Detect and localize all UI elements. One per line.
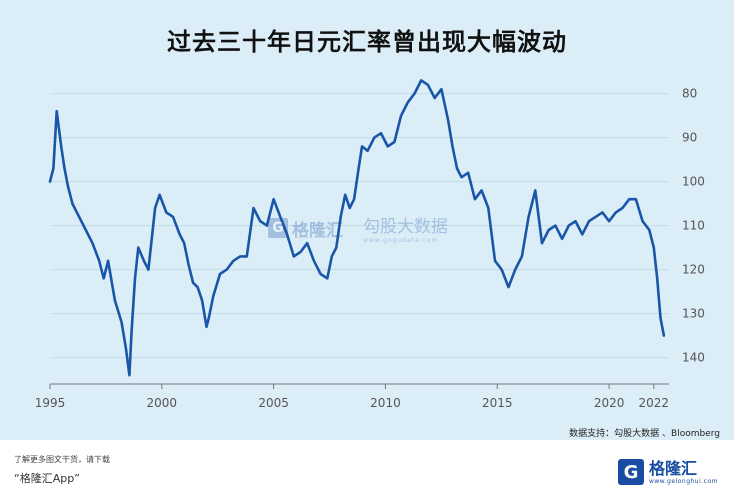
- x-tick-label-2000: 2000: [147, 396, 178, 410]
- brand-name: 格隆汇: [648, 458, 697, 478]
- x-tick-label-2005: 2005: [258, 396, 289, 410]
- footer: 了解更多图文干货，请下载 “格隆汇App” G 格隆汇 www.gelonghu…: [0, 440, 734, 501]
- y-tick-label-90: 90: [682, 131, 697, 145]
- footer-app-name: “格隆汇App”: [14, 472, 80, 485]
- brand-logo: G 格隆汇 www.gelonghui.com: [617, 455, 718, 489]
- x-tick-label-1995: 1995: [35, 396, 66, 410]
- brand-g-icon: G: [617, 459, 644, 485]
- series-line-0: [48, 79, 666, 377]
- line-chart: 80 90 100 110 120 130 140 1995 2000 2005 2010 2015 2…: [35, 79, 705, 410]
- x-tick-label-2020: 2020: [594, 396, 625, 410]
- axes: 80 90 100 110 120 130 140 1995 2000 2005 2010 2015 2…: [35, 87, 705, 410]
- x-tick-label-2010: 2010: [370, 396, 401, 410]
- series-layer: [48, 79, 666, 377]
- chart-title: 过去三十年日元汇率曾出现大幅波动: [167, 28, 567, 56]
- y-tick-label-140: 140: [682, 351, 705, 365]
- brand-url: www.gelonghui.com: [648, 477, 718, 485]
- y-tick-label-80: 80: [682, 87, 697, 101]
- x-tick-label-2015: 2015: [482, 396, 513, 410]
- x-tick-label-2022: 2022: [639, 396, 670, 410]
- y-tick-label-130: 130: [682, 307, 705, 321]
- y-tick-label-100: 100: [682, 175, 705, 189]
- footer-download-hint: 了解更多图文干货，请下载: [14, 455, 110, 464]
- y-tick-label-110: 110: [682, 219, 705, 233]
- source-note: 数据支持：勾股大数据 、Bloomberg: [569, 429, 720, 439]
- y-tick-label-120: 120: [682, 263, 705, 277]
- grid-lines: [50, 93, 669, 359]
